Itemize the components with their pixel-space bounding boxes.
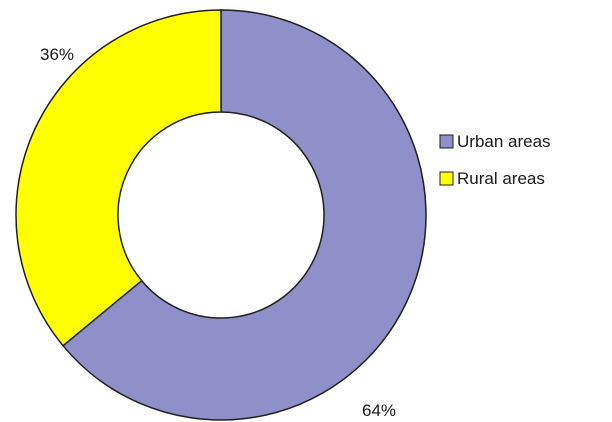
donut-slices [15, 9, 427, 421]
legend-label-urban-areas: Urban areas [457, 132, 551, 151]
data-label-urban-areas: 64% [362, 401, 396, 420]
data-label-rural-areas: 36% [40, 45, 74, 64]
legend-swatch-urban-areas [439, 134, 454, 149]
legend-swatch-rural-areas [439, 171, 454, 186]
slice-rural-areas [15, 9, 222, 347]
legend-label-rural-areas: Rural areas [457, 169, 545, 188]
slice-labels: 64% 36% [40, 45, 396, 420]
chart-legend: Urban areas Rural areas [439, 132, 551, 188]
slice-urban-areas [61, 9, 427, 421]
